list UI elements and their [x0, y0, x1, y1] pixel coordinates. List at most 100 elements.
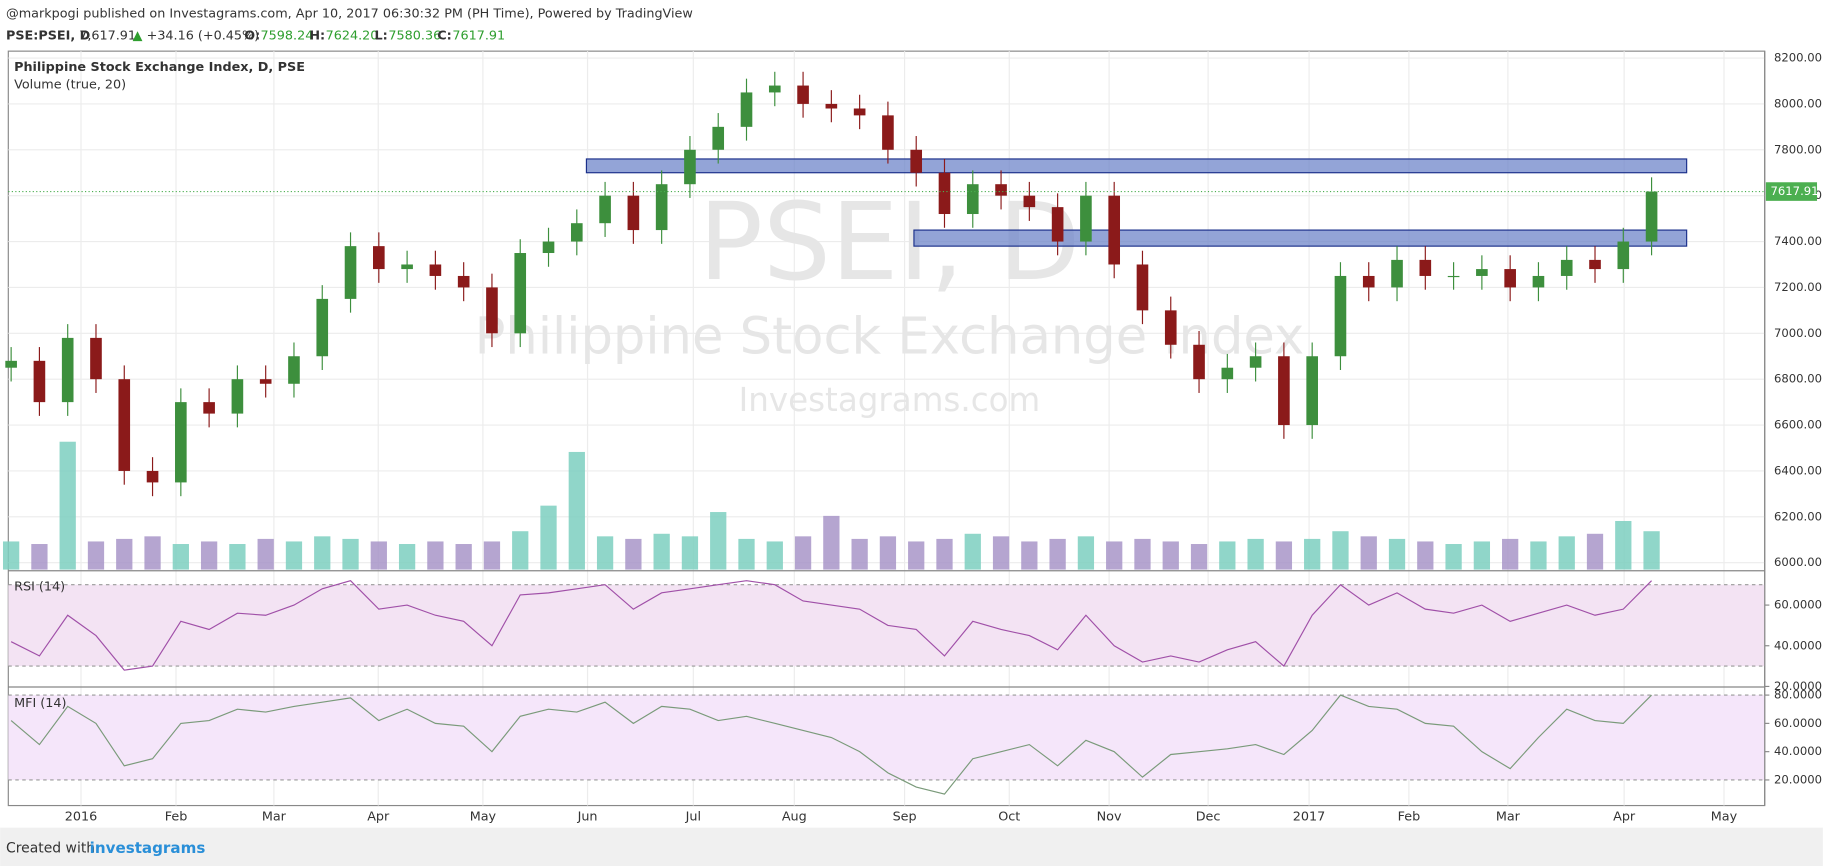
- arrow: ▲: [133, 29, 143, 44]
- volume-bar: [1134, 538, 1151, 570]
- candle-body: [429, 264, 442, 276]
- legend-entry: Philippine Stock Exchange Index, D, PSE: [14, 60, 305, 75]
- volume-bar: [398, 544, 416, 570]
- candle-body: [90, 337, 102, 380]
- volume-bar: [568, 451, 585, 570]
- volume-bar: [1586, 533, 1604, 570]
- candle-body: [599, 195, 611, 224]
- candle-body: [1645, 191, 1658, 242]
- volume-bar: [653, 533, 670, 570]
- candle-body: [966, 184, 979, 215]
- candle-body: [175, 402, 187, 483]
- candle-body: [1278, 356, 1290, 426]
- candle-body: [1617, 241, 1630, 270]
- volume-bar: [1558, 536, 1575, 570]
- candle-body: [655, 184, 668, 231]
- footer-brand[interactable]: investagrams: [90, 839, 206, 857]
- band: [8, 584, 1765, 667]
- legend-entry: Volume (true, 20): [14, 77, 126, 92]
- candle-body: [146, 470, 159, 483]
- candle-body: [1334, 275, 1347, 357]
- candle-body: [740, 92, 753, 127]
- indicator-line: [10, 580, 1652, 671]
- x-tick-label: Aug: [782, 810, 807, 825]
- last-price-label: 7617.91: [1771, 184, 1819, 198]
- candle-body: [1108, 195, 1121, 265]
- candle-body: [61, 337, 74, 403]
- x-tick-label: Nov: [1097, 810, 1122, 825]
- volume-bar: [992, 536, 1010, 570]
- x-tick-label: 2017: [1293, 810, 1326, 825]
- volume-bar: [31, 544, 48, 570]
- candle-body: [882, 115, 894, 150]
- candle-body: [373, 246, 385, 270]
- volume-bar: [483, 541, 501, 570]
- x-tick-label: May: [1711, 810, 1738, 825]
- volume-bar: [823, 515, 840, 570]
- y-tick-label: 20.0000: [1774, 679, 1822, 693]
- candle-body: [570, 223, 583, 242]
- y-tick-label: 6600.00: [1774, 418, 1822, 432]
- volume-bar: [172, 544, 189, 570]
- x-tick-label: Feb: [165, 810, 188, 825]
- volume-bar: [1021, 541, 1038, 570]
- candle-body: [768, 85, 781, 93]
- panel-title: MFI (14): [14, 696, 66, 711]
- volume-bar: [1106, 541, 1123, 570]
- watermark: Investagrams.com: [739, 381, 1041, 419]
- volume-bar: [1332, 531, 1349, 570]
- candle-body: [344, 246, 357, 299]
- candle-body: [995, 184, 1007, 196]
- watermark: Philippine Stock Exchange Index: [475, 307, 1305, 366]
- volume-bar: [1077, 536, 1095, 570]
- candle-body: [1249, 356, 1262, 368]
- volume-bar: [2, 541, 20, 570]
- volume-bar: [1190, 544, 1208, 570]
- candle-body: [1080, 195, 1092, 242]
- candle-body: [1023, 195, 1036, 208]
- candle-body: [1051, 207, 1064, 242]
- volume-bar: [1643, 531, 1660, 570]
- volume-bar: [455, 544, 472, 570]
- h-value: 7624.20: [326, 29, 379, 44]
- y-tick-label: 7200.00: [1774, 280, 1822, 294]
- candle-body: [1560, 259, 1573, 276]
- volume-bar: [1162, 541, 1179, 570]
- last: 7,617.91: [79, 29, 136, 44]
- volume-bar: [1417, 541, 1434, 570]
- x-tick-label: Mar: [1496, 810, 1521, 825]
- volume-bar: [1388, 538, 1406, 570]
- candle-body: [797, 85, 809, 104]
- y-tick-label: 40.0000: [1774, 638, 1822, 652]
- candle-body: [1589, 259, 1601, 270]
- candle-body: [938, 172, 951, 215]
- published-line: @markpogi published on Investagrams.com,…: [6, 6, 693, 21]
- l-label: L:: [374, 29, 387, 44]
- x-tick-label: Apr: [367, 810, 390, 825]
- band: [8, 695, 1765, 780]
- x-tick-label: Mar: [262, 810, 287, 825]
- change: +34.16 (+0.45%): [147, 29, 260, 44]
- y-tick-label: 60.0000: [1774, 598, 1822, 612]
- volume-bar: [116, 538, 133, 570]
- volume-bar: [1247, 538, 1264, 570]
- candle-body: [825, 103, 838, 109]
- candle-body: [627, 195, 640, 231]
- candle-body: [401, 264, 413, 270]
- volume-bar: [1530, 541, 1547, 570]
- y-tick-label: 6800.00: [1774, 372, 1822, 386]
- candle-body: [1447, 275, 1460, 278]
- volume-bar: [1502, 538, 1519, 570]
- x-tick-label: Feb: [1398, 810, 1421, 825]
- volume-bar: [144, 536, 161, 570]
- volume-bar: [200, 541, 218, 570]
- volume-bar: [257, 538, 274, 570]
- y-tick-label: 80.0000: [1774, 688, 1822, 702]
- candle-body: [542, 241, 555, 254]
- volume-bar: [851, 538, 868, 570]
- candle-body: [457, 275, 470, 288]
- candle-body: [1419, 259, 1432, 276]
- candle-body: [1362, 275, 1375, 288]
